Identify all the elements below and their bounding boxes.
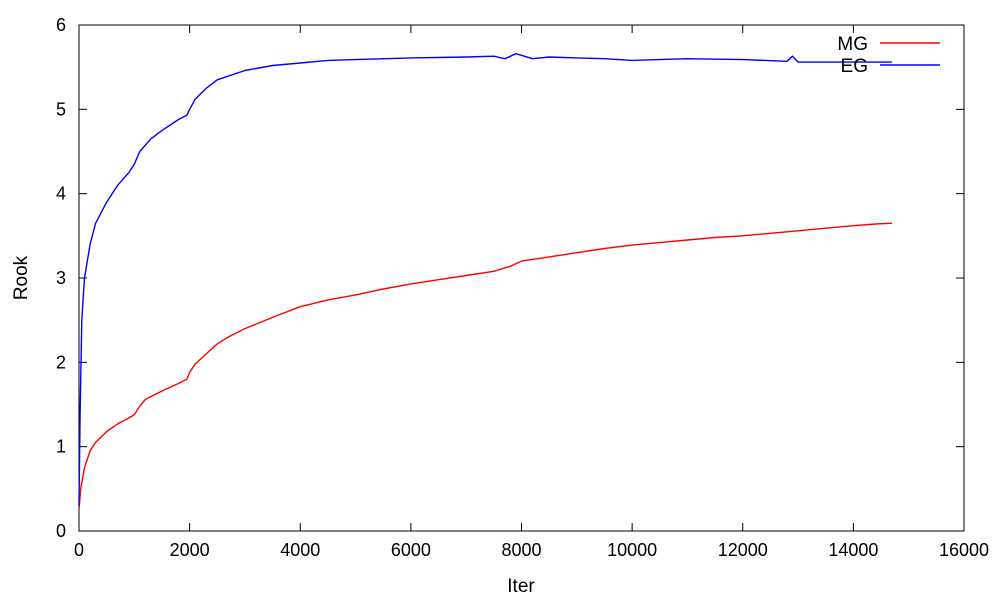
axis-ticks: 0 2000 4000 6000 8000 10000 12000 14000 16000 0 1 2… [56,15,989,560]
x-axis-title: Iter [507,576,535,597]
series-layer [78,53,893,510]
x-tick-label: 0 [74,540,84,560]
y-tick-label: 5 [56,99,66,119]
x-tick-label: 14000 [828,540,878,560]
x-tick-label: 4000 [280,540,320,560]
y-tick-label: 4 [56,184,66,204]
y-axis-title: Rook [11,255,32,300]
x-tick-label: 10000 [607,540,657,560]
x-tick-label: 16000 [939,540,989,560]
y-tick-label: 6 [56,15,66,35]
x-tick-label: 12000 [718,540,768,560]
series-line-mg [78,222,893,510]
plot-frame [78,24,965,532]
legend-label-eg: EG [841,56,868,77]
y-tick-label: 0 [56,521,66,541]
x-tick-label: 6000 [391,540,431,560]
y-tick-label: 2 [56,352,66,372]
series-line-eg [78,53,893,506]
x-tick-label: 2000 [170,540,210,560]
y-tick-label: 3 [56,268,66,288]
x-tick-label: 8000 [501,540,541,560]
legend-label-mg: MG [837,34,868,55]
y-tick-label: 1 [56,437,66,457]
